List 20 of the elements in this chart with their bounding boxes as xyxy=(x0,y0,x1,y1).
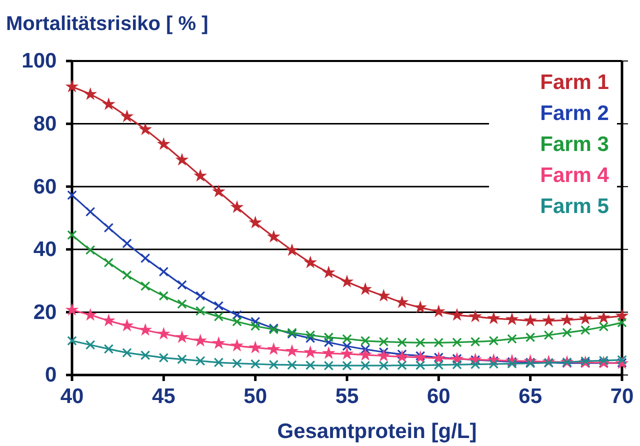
x-tick-label: 40 xyxy=(60,384,84,408)
x-tick-label: 70 xyxy=(610,384,634,408)
x-axis-title: Gesamtprotein [g/L] xyxy=(277,420,477,443)
x-tick-label: 50 xyxy=(244,384,268,408)
x-tick-label: 65 xyxy=(518,384,542,408)
y-tick-label: 60 xyxy=(33,175,57,198)
y-tick-label: 0 xyxy=(45,364,57,387)
text: Farm 1 xyxy=(540,71,610,94)
text: Farm 4 xyxy=(540,164,610,187)
x-tick-label: 60 xyxy=(426,384,450,408)
text: Farm 3 xyxy=(540,133,609,156)
x-tick-label: 55 xyxy=(335,384,359,408)
text: Farm 5 xyxy=(540,195,610,218)
y-tick-label: 80 xyxy=(33,112,57,136)
text: Farm 2 xyxy=(540,102,609,125)
x-tick-label: 45 xyxy=(152,384,176,408)
chart-title: Mortalitätsrisiko [ % ] xyxy=(6,13,208,35)
y-tick-label: 40 xyxy=(33,238,57,262)
y-tick-label: 100 xyxy=(22,50,57,73)
y-tick-label: 20 xyxy=(33,300,57,324)
